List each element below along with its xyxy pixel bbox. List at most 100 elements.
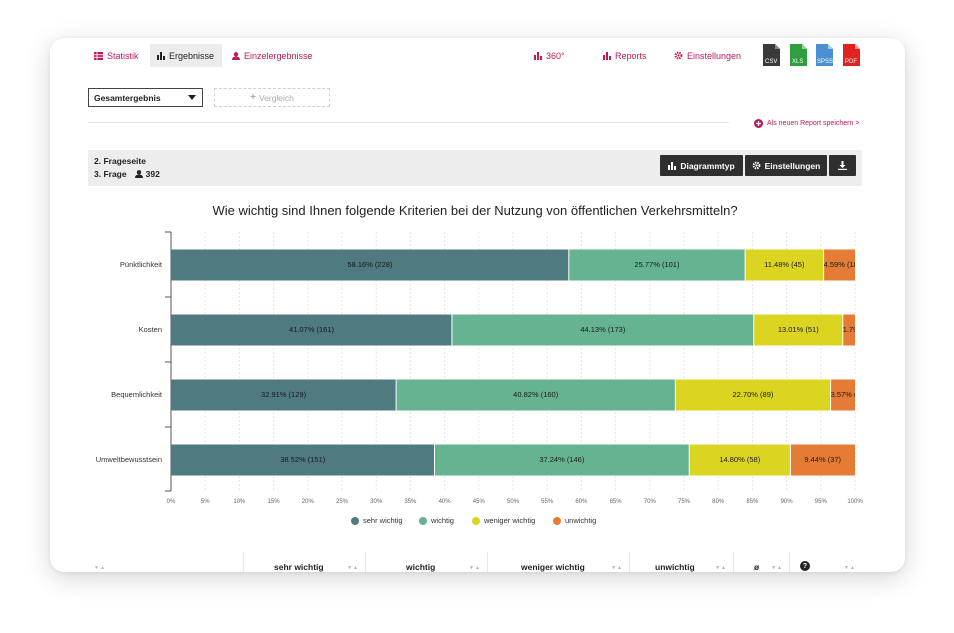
export-csv-label: CSV [765,59,778,65]
x-tick-label: 50% [506,499,520,505]
result-select-value: Gesamtergebnis [94,92,161,103]
bar-segment [842,314,855,346]
chart-type-button[interactable]: Diagrammtyp [660,155,743,176]
x-tick-label: 0% [166,499,176,505]
x-tick-label: 25% [335,499,349,505]
export-spss-button[interactable]: SPSS [816,44,835,68]
download-button[interactable] [829,155,856,176]
sort-icon[interactable]: ▼▲ [469,565,481,571]
help-icon[interactable]: ? [800,561,810,571]
bar-segment [823,249,855,281]
export-spss-label: SPSS [817,59,834,65]
bar-chart-icon [668,161,677,170]
x-tick-label: 65% [609,499,622,505]
bar-segment [451,314,754,346]
legend-dot [351,516,359,525]
sort-icon[interactable]: ▼▲ [771,565,783,571]
bar-segment [171,249,569,281]
x-tick-label: 55% [541,499,554,505]
col-header-weniger-wichtig[interactable]: weniger wichtig [521,562,585,572]
compare-button[interactable]: + Vergleich [214,88,330,107]
bar-segment [568,249,746,281]
nav-einstellungen-label: Einstellungen [687,50,742,61]
x-tick-label: 35% [404,499,417,505]
settings-button[interactable]: Einstellungen [745,155,827,176]
legend-dot [419,516,427,525]
nav-360[interactable]: 360° [534,44,565,67]
x-tick-label: 60% [575,499,588,505]
tab-einzelergebnisse[interactable]: Einzelergebnisse [226,44,321,67]
col-header-sehr-wichtig[interactable]: sehr wichtig [274,562,324,572]
chart-legend: sehr wichtig wichtig weniger wichtig unwich… [50,516,905,530]
legend-item[interactable]: sehr wichtig [351,516,403,525]
tab-statistik[interactable]: Statistik [88,44,147,67]
sort-icon[interactable]: ▼▲ [844,565,856,571]
gear-icon [674,51,683,60]
save-report-link[interactable]: Als neuen Report speichern > [754,118,859,128]
tick-labels: 0% 5% 10% 15% 20% 25% 30% 35% 40% 45% 50% 55% 60% 65%… [50,38,905,572]
sort-icon[interactable]: ▼▲ [611,565,623,571]
bar-segment [689,444,791,476]
tab-einzelergebnisse-label: Einzelergebnisse [244,50,313,61]
nav-360-label: 360° [546,50,565,61]
table-header-topline [487,552,488,572]
results-panel: Statistik Ergebnisse Einzelergebnisse 36… [50,38,905,572]
legend-item[interactable]: unwichtig [553,516,596,525]
bar-chart-icon [603,51,611,60]
bar-segment [675,379,831,411]
col-header-average[interactable]: ø [754,562,760,572]
category-label: Kosten [138,325,162,334]
col-header-unwichtig[interactable]: unwichtig [655,562,695,572]
x-tick-label: 70% [643,499,656,505]
legend-item[interactable]: weniger wichtig [472,516,535,525]
x-tick-label: 5% [200,499,210,505]
tab-ergebnisse[interactable]: Ergebnisse [150,44,223,67]
nav-einstellungen[interactable]: Einstellungen [674,44,741,67]
table-header-topline [789,552,790,572]
download-icon [838,161,847,170]
xls-file-icon [790,44,807,66]
x-tick-label: 100% [847,499,863,505]
tab-ergebnisse-label: Ergebnisse [169,50,215,61]
category-label: Bequemlichkeit [111,390,162,399]
category-labels: Pünktlichkeit Kosten Bequemlichkeit Umweltb… [50,38,162,572]
caret-down-icon [188,95,196,100]
export-xls-label: XLS [792,59,804,65]
legend-label: unwichtig [565,516,597,525]
compare-label: Vergleich [258,92,294,103]
question-label-row: 3. Frage 392 [94,169,160,179]
category-label: Umweltbewusstsein [95,455,162,464]
x-tick-label: 95% [814,499,827,505]
sort-icon[interactable]: ▼▲ [94,565,106,571]
plus-icon: + [250,92,256,103]
table-header-topline [243,552,244,572]
x-tick-label: 90% [780,499,793,505]
x-tick-label: 10% [233,499,246,505]
chart-svg [165,231,856,492]
export-csv-button[interactable]: CSV [763,44,782,68]
legend-label: sehr wichtig [363,516,403,525]
x-tick-label: 80% [712,499,725,505]
bar-segment [790,444,855,476]
page-label: 2. Frageseite [94,156,146,166]
result-select[interactable]: Gesamtergebnis [88,88,203,107]
csv-file-icon [763,44,780,66]
x-tick-label: 75% [677,499,691,505]
col-header-wichtig[interactable]: wichtig [406,562,436,572]
sort-icon[interactable]: ▼▲ [347,565,359,571]
chart-title: Wie wichtig sind Ihnen folgende Kriterie… [212,203,738,218]
sort-icon[interactable]: ▼▲ [715,565,727,571]
legend-label: wichtig [431,516,454,525]
x-tick-label: 15% [267,499,280,505]
legend-item[interactable]: wichtig [419,516,454,525]
legend-dot [553,516,561,525]
x-tick-label: 30% [370,499,383,505]
plus-circle-icon [754,118,763,128]
respondent-count: 392 [145,169,160,179]
bar-segment [745,249,824,281]
x-tick-label: 85% [746,499,759,505]
export-xls-button[interactable]: XLS [790,44,809,68]
table-header-topline [365,552,366,572]
nav-reports[interactable]: Reports [603,44,647,67]
export-pdf-button[interactable]: PDF [843,44,862,68]
